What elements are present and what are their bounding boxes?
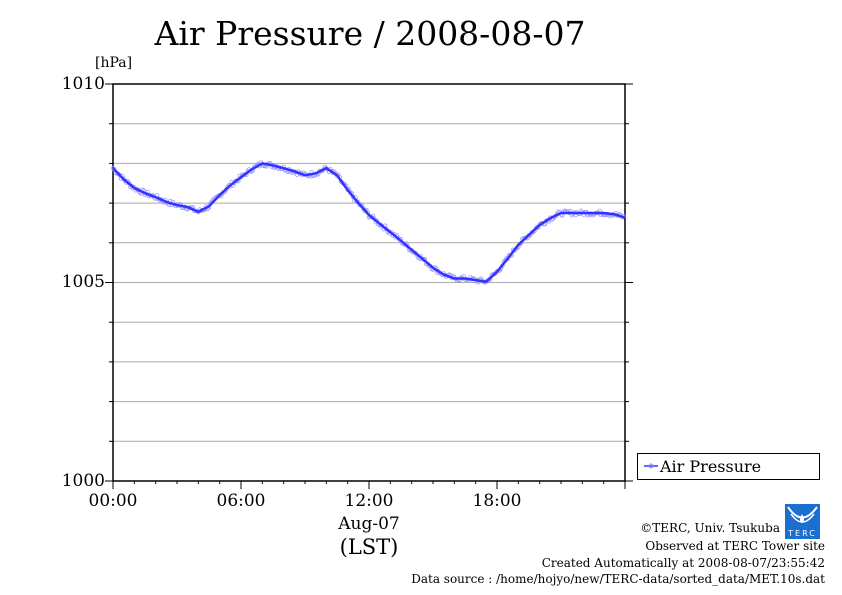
y-tick-label: 1010 [61, 74, 105, 94]
legend-line-icon [644, 463, 658, 469]
y-tick-label: 1005 [61, 272, 105, 292]
series-line-air-pressure [112, 162, 626, 283]
x-axis-label: (LST) [339, 535, 399, 559]
svg-text:TERC: TERC [787, 529, 817, 538]
source-text: Data source : /home/hojyo/new/TERC-data/… [411, 572, 825, 586]
terc-logo-icon: TERC [787, 506, 818, 538]
x-tick-label: 18:00 [472, 491, 522, 511]
created-text: Created Automatically at 2008-08-07/23:5… [541, 556, 825, 570]
legend-label: Air Pressure [660, 457, 762, 476]
observed-text: Observed at TERC Tower site [645, 539, 825, 553]
x-tick-label: 06:00 [216, 491, 266, 511]
x-date-label: Aug-07 [338, 514, 400, 534]
chart-title: Air Pressure / 2008-08-07 [154, 14, 586, 53]
x-tick-label: 00:00 [88, 491, 138, 511]
x-tick-label: 12:00 [344, 491, 394, 511]
terc-logo: TERC [785, 504, 820, 539]
copyright-text: ©TERC, Univ. Tsukuba [640, 521, 780, 535]
legend: Air Pressure [637, 453, 820, 480]
y-tick-label: 1000 [61, 471, 105, 491]
y-axis-unit: [hPa] [95, 55, 133, 71]
